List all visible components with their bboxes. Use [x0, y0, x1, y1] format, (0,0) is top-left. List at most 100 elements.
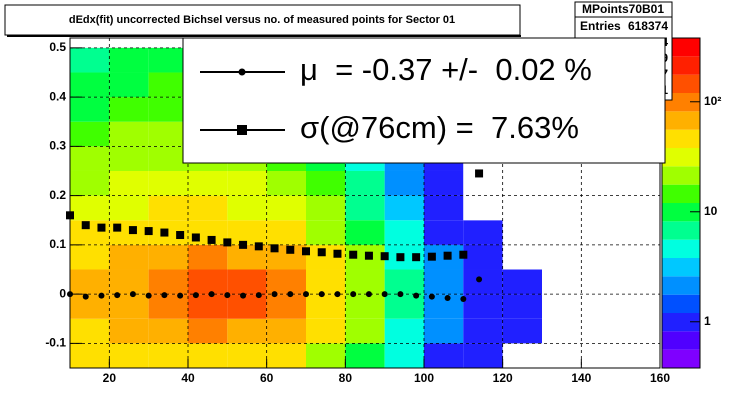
heatmap-cell: [581, 195, 621, 221]
heatmap-cell: [188, 318, 228, 344]
heatmap-cell: [502, 318, 542, 344]
heatmap-cell: [542, 170, 582, 196]
heatmap-cell: [306, 294, 346, 319]
color-bar-band: [662, 239, 700, 258]
heatmap-cell: [542, 220, 582, 245]
heatmap-cell: [463, 343, 503, 368]
heatmap-cell: [345, 195, 385, 221]
heatmap-cell: [424, 220, 464, 245]
color-bar-frame: [661, 37, 701, 369]
x-tick-label: 100: [414, 371, 434, 385]
heatmap-cell: [227, 343, 267, 368]
heatmap-cell: [109, 72, 149, 98]
heatmap-cell: [542, 294, 582, 319]
heatmap-cell: [148, 121, 188, 147]
y-tick-label: 0.5: [49, 40, 66, 54]
profile-marker: [240, 292, 247, 299]
heatmap-cell: [424, 318, 464, 344]
profile-marker: [427, 252, 436, 261]
profile-marker: [381, 291, 388, 298]
heatmap-cell: [306, 220, 346, 245]
heatmap-cell: [306, 343, 346, 368]
heatmap-cell: [227, 318, 267, 344]
heatmap-cell: [188, 269, 228, 295]
stats-title: MPoints70B01: [582, 2, 664, 16]
heatmap-cell: [306, 318, 346, 344]
profile-marker: [239, 240, 248, 249]
heatmap-cell: [502, 244, 542, 270]
heatmap-cell: [542, 195, 582, 221]
profile-marker: [286, 245, 295, 254]
profile-marker: [145, 292, 152, 299]
y-tick-label: 0.1: [49, 237, 66, 251]
heatmap-cell: [581, 220, 621, 245]
x-tick-label: 40: [181, 371, 195, 385]
heatmap-cell: [502, 220, 542, 245]
stats-value: 618374: [628, 19, 668, 33]
x-tick-label: 80: [339, 371, 353, 385]
heatmap-cell: [542, 269, 582, 295]
profile-marker: [333, 249, 342, 258]
heatmap-cell: [620, 318, 660, 344]
heatmap-cell: [581, 170, 621, 196]
profile-marker: [129, 291, 136, 298]
z-tick-label: 10²: [704, 94, 721, 108]
heatmap-cell: [266, 220, 306, 245]
color-bar-band: [662, 258, 700, 277]
heatmap-cell: [266, 343, 306, 368]
heatmap-cell: [463, 244, 503, 270]
chart-title: dEdx(fit) uncorrected Bichsel versus no.…: [69, 14, 455, 26]
profile-marker: [207, 235, 216, 244]
heatmap-cell: [581, 269, 621, 295]
heatmap-cell: [620, 170, 660, 196]
profile-marker: [428, 293, 435, 300]
heatmap-cell: [345, 170, 385, 196]
heatmap-cell: [148, 343, 188, 368]
heatmap-cell: [70, 244, 110, 270]
heatmap-cell: [542, 244, 582, 270]
heatmap-cell: [463, 269, 503, 295]
heatmap-cell: [109, 121, 149, 147]
x-tick-label: 160: [650, 371, 670, 385]
heatmap-cell: [345, 294, 385, 319]
profile-marker: [303, 291, 309, 298]
y-tick-label: 0.4: [49, 89, 66, 103]
profile-marker: [364, 251, 373, 260]
heatmap-cell: [542, 318, 582, 344]
heatmap-cell: [581, 343, 621, 368]
heatmap-cell: [384, 220, 424, 245]
heatmap-cell: [148, 195, 188, 221]
heatmap-cell: [70, 343, 110, 368]
heatmap-cell: [463, 195, 503, 221]
profile-marker: [114, 292, 121, 299]
profile-marker: [380, 252, 389, 261]
stats-label: Entries: [580, 19, 621, 33]
profile-marker: [334, 291, 341, 298]
x-tick-label: 20: [103, 371, 117, 385]
profile-marker: [254, 242, 263, 251]
heatmap-cell: [266, 170, 306, 196]
heatmap-cell: [148, 269, 188, 295]
profile-marker: [97, 223, 106, 232]
heatmap-cell: [266, 195, 306, 221]
heatmap-cell: [424, 343, 464, 368]
profile-marker: [113, 223, 122, 232]
color-bar-band: [662, 294, 700, 313]
legend-marker: [237, 125, 247, 135]
profile-marker: [270, 244, 279, 253]
color-bar-band: [662, 184, 700, 203]
color-bar-band: [662, 203, 700, 222]
color-bar-band: [662, 148, 700, 167]
legend-frame: [182, 37, 666, 164]
title-box: [4, 4, 521, 36]
heatmap-cell: [109, 294, 149, 319]
color-bar-band: [662, 331, 700, 350]
profile-marker: [208, 291, 215, 298]
heatmap-cell: [70, 72, 110, 98]
profile-marker: [317, 248, 326, 257]
color-bar-band: [662, 111, 700, 130]
z-tick-label: 1: [704, 314, 711, 328]
profile-marker: [318, 291, 325, 298]
profile-marker: [191, 233, 200, 242]
profile-marker: [349, 250, 358, 259]
